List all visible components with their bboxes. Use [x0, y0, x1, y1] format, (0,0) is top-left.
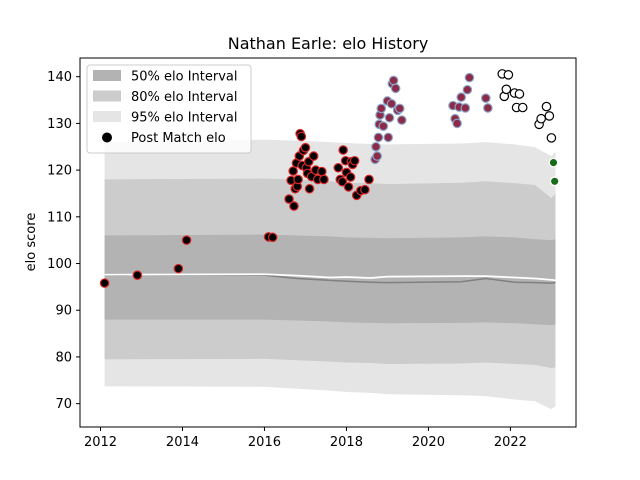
x-tick-label: 2018 [330, 435, 363, 450]
match-point [464, 72, 475, 83]
match-point [483, 103, 493, 113]
match-point [481, 93, 491, 103]
y-tick-label: 80 [55, 350, 72, 365]
match-point [462, 84, 473, 95]
mean-line [104, 273, 556, 282]
x-tick-label: 2012 [84, 435, 117, 450]
match-point [371, 141, 381, 152]
match-point [284, 194, 294, 204]
y-tick-label: 100 [47, 257, 72, 272]
x-tick-label: 2020 [412, 435, 445, 450]
match-point [317, 166, 327, 177]
match-point [267, 232, 278, 243]
match-point [396, 115, 407, 125]
match-point [99, 278, 110, 288]
match-point [296, 131, 307, 142]
match-point [394, 103, 405, 114]
match-point [364, 174, 374, 185]
y-tick-label: 120 [47, 164, 72, 179]
y-tick-label: 70 [55, 397, 72, 412]
plot-frame [79, 57, 577, 428]
match-point [378, 121, 389, 131]
y-tick-label: 130 [47, 117, 72, 132]
match-point [343, 182, 354, 192]
match-point [360, 184, 370, 195]
match-point [345, 172, 356, 182]
match-point [173, 263, 184, 274]
match-point [372, 151, 382, 161]
match-point [337, 176, 348, 187]
match-point [503, 70, 514, 80]
match-point [452, 118, 462, 129]
match-point [300, 142, 311, 153]
match-point [373, 132, 384, 143]
x-tick-label: 2022 [494, 435, 527, 450]
match-point [288, 166, 298, 176]
match-point [388, 75, 399, 86]
y-axis-label: elo score [24, 213, 39, 272]
legend-swatch [93, 90, 121, 102]
legend-label: 80% elo Interval [131, 90, 238, 105]
match-point [544, 111, 555, 121]
match-point [549, 176, 560, 187]
legend-marker [102, 132, 112, 143]
legend-box [86, 64, 252, 154]
match-point [308, 151, 319, 161]
match-point [514, 89, 525, 99]
match-point [541, 101, 552, 112]
match-point [293, 174, 303, 185]
match-point [181, 235, 192, 245]
legend-swatch [93, 70, 121, 81]
match-point [319, 174, 329, 185]
match-point [349, 155, 360, 166]
y-tick-label: 140 [47, 70, 72, 85]
match-point [376, 103, 387, 114]
match-point [384, 112, 395, 123]
match-point [536, 113, 546, 124]
match-point [386, 98, 397, 109]
match-point [460, 103, 471, 113]
match-point [383, 132, 394, 143]
legend: 50% elo Interval 80% elo Interval 95% elo … [86, 64, 252, 154]
plot-area [99, 69, 560, 410]
match-point [338, 145, 348, 155]
chart-title: Nathan Earle: elo History [228, 34, 429, 53]
match-point [501, 84, 512, 95]
match-point [289, 201, 299, 211]
match-point [517, 102, 528, 113]
y-tick-label: 90 [55, 304, 72, 319]
match-point [333, 162, 344, 173]
x-tick-label: 2014 [166, 435, 199, 450]
legend-label: 95% elo Interval [131, 111, 238, 126]
match-point [304, 183, 315, 194]
match-point [456, 92, 467, 103]
match-point [390, 83, 401, 94]
median-line [104, 274, 556, 284]
match-point [548, 157, 559, 168]
legend-label: 50% elo Interval [131, 70, 238, 85]
legend-swatch [93, 111, 121, 122]
match-point [132, 270, 143, 280]
axis-ticks: 2012 2014 2016 2018 2020 2022 70 80 90 100 110 120 1… [47, 70, 527, 450]
match-point [546, 133, 557, 143]
y-tick-label: 110 [47, 210, 72, 225]
x-tick-label: 2016 [248, 435, 281, 450]
legend-label: Post Match elo [131, 131, 226, 146]
